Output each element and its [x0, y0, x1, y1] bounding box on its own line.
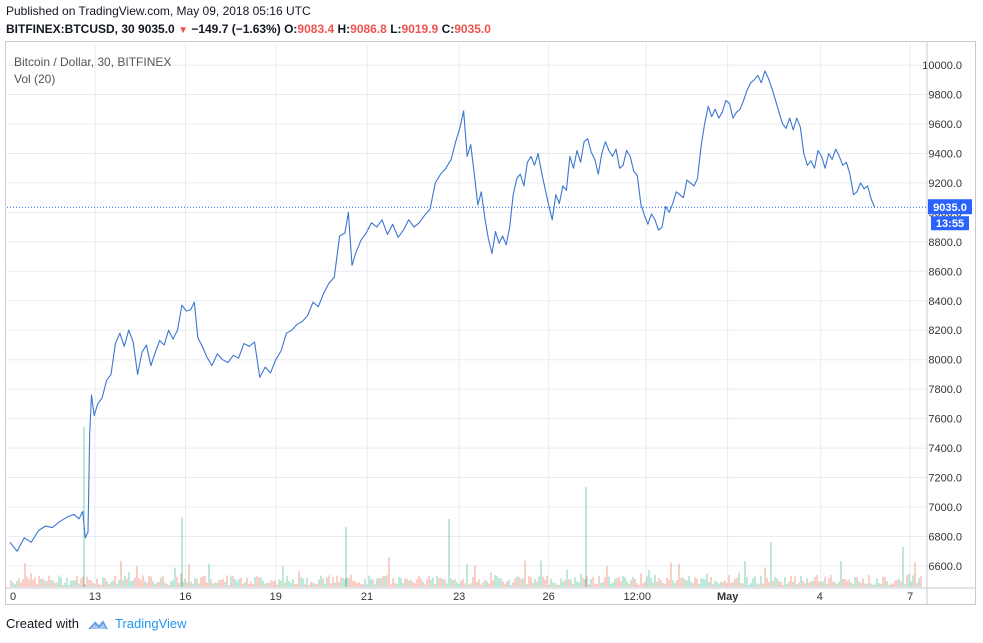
- countdown-tag: [931, 216, 969, 231]
- countdown-label: 13:55: [936, 218, 964, 230]
- y-tick-label: 7800.0: [928, 384, 962, 396]
- series-legend[interactable]: Bitcoin / Dollar, 30, BITFINEX: [14, 55, 172, 69]
- created-with-text: Created with: [6, 616, 79, 631]
- low-label: L:: [390, 22, 402, 36]
- chart-legend: Bitcoin / Dollar, 30, BITFINEX Vol (20): [14, 54, 171, 88]
- close-value: 9035.0: [454, 22, 491, 36]
- close-label: C:: [441, 22, 455, 36]
- published-line: Published on TradingView.com, May 09, 20…: [6, 4, 311, 18]
- change-value: −149.7 (−1.63%): [191, 22, 281, 36]
- y-tick-label: 6600.0: [928, 561, 962, 573]
- y-tick-label: 9400.0: [928, 148, 962, 160]
- y-tick-label: 8400.0: [928, 296, 962, 308]
- volume-legend[interactable]: Vol (20): [14, 72, 56, 86]
- tradingview-brand[interactable]: TradingView: [114, 616, 187, 631]
- x-tick-label: 7: [907, 591, 913, 603]
- down-arrow-icon: ▼: [178, 25, 188, 36]
- y-tick-label: 8600.0: [928, 266, 962, 278]
- y-tick-label: 7600.0: [928, 414, 962, 426]
- last-price: 9035.0: [138, 22, 175, 36]
- price-chart[interactable]: 6600.06800.07000.07200.07400.07600.07800…: [6, 42, 976, 605]
- x-tick-label: May: [717, 591, 739, 603]
- high-value: 9086.8: [350, 22, 387, 36]
- last-price-tag: [928, 199, 972, 215]
- y-tick-label: 9600.0: [928, 119, 962, 131]
- high-label: H:: [337, 22, 351, 36]
- tradingview-logo-icon[interactable]: [87, 617, 109, 631]
- symbol-ohlc-line: BITFINEX:BTCUSD, 30 9035.0 ▼ −149.7 (−1.…: [6, 22, 491, 36]
- y-tick-label: 8800.0: [928, 237, 962, 249]
- y-tick-label: 10000.0: [922, 60, 962, 72]
- x-tick-label: 0: [10, 591, 16, 603]
- low-value: 9019.9: [401, 22, 439, 36]
- x-tick-label: 23: [453, 591, 465, 603]
- x-tick-label: 12:00: [624, 591, 652, 603]
- chart-frame[interactable]: 6600.0 6800.0 7000.0 7200.0 7400.0 7600.0 7800…: [5, 41, 976, 605]
- y-tick-label: 6800.0: [928, 531, 962, 543]
- price-line: [9, 70, 876, 552]
- x-tick-label: 21: [361, 591, 373, 603]
- symbol-label: BITFINEX:BTCUSD, 30: [6, 22, 135, 36]
- x-tick-label: 26: [543, 591, 555, 603]
- open-value: 9083.4: [297, 22, 335, 36]
- x-tick-label: 4: [817, 591, 823, 603]
- last-price-label: 9035.0: [933, 202, 967, 214]
- y-tick-label: 8200.0: [928, 325, 962, 337]
- y-tick-label: 9200.0: [928, 178, 962, 190]
- x-tick-label: 16: [179, 591, 191, 603]
- y-tick-label: 7400.0: [928, 443, 962, 455]
- y-tick-label: 7000.0: [928, 502, 962, 514]
- y-tick-label: 7200.0: [928, 473, 962, 485]
- x-tick-label: 19: [270, 591, 282, 603]
- y-tick-label: 9800.0: [928, 90, 962, 102]
- x-tick-label: 13: [89, 591, 101, 603]
- y-tick-label: 8000.0: [928, 355, 962, 367]
- footer: Created with TradingView: [6, 616, 187, 631]
- open-label: O:: [284, 22, 298, 36]
